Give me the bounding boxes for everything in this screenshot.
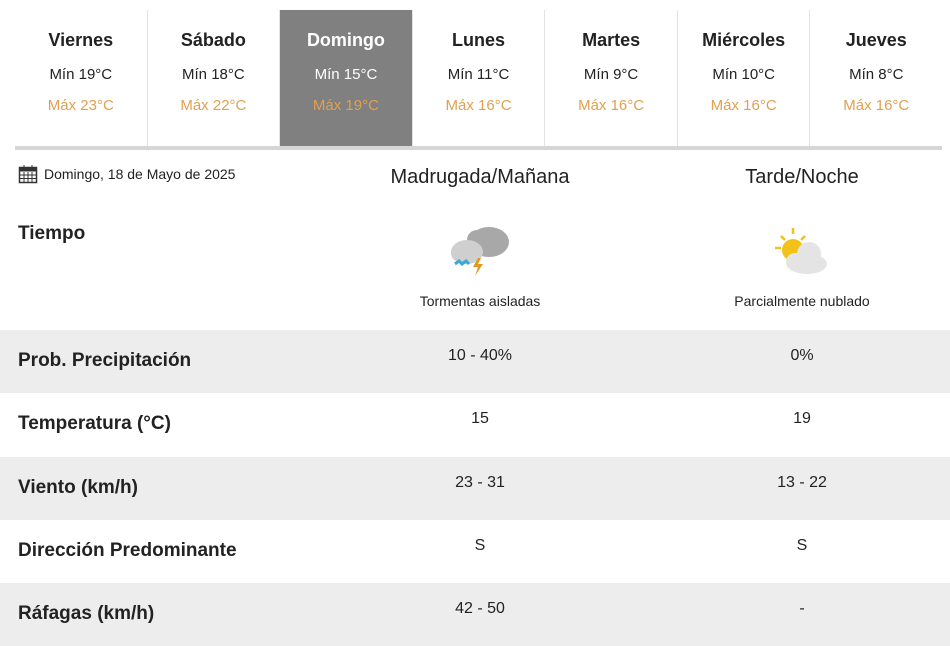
day-name: Jueves bbox=[845, 30, 907, 50]
day-tab-miercoles[interactable]: Miércoles Mín 10°C Máx 16°C bbox=[676, 10, 810, 146]
max-temp: Máx 22°C bbox=[180, 97, 247, 114]
row-label: Prob. Precipitación bbox=[18, 350, 192, 371]
value-morning: 42 - 50 bbox=[455, 600, 505, 617]
day-tab-viernes[interactable]: Viernes Mín 19°C Máx 23°C bbox=[15, 10, 147, 146]
partly-cloudy-icon bbox=[775, 228, 827, 274]
weather-morning: Tormentas aisladas bbox=[330, 222, 630, 309]
min-temp: Mín 8°C bbox=[849, 66, 904, 83]
weather-evening-text: Parcialmente nublado bbox=[734, 293, 870, 309]
value-evening: S bbox=[796, 537, 808, 554]
value-morning: 15 bbox=[471, 410, 489, 427]
max-temp: Máx 16°C bbox=[445, 97, 512, 114]
max-temp: Máx 16°C bbox=[710, 97, 777, 114]
row-temperature: Temperatura (°C) 15 19 bbox=[0, 393, 950, 456]
max-temp: Máx 23°C bbox=[47, 97, 114, 114]
value-evening: 0% bbox=[790, 347, 814, 364]
row-gusts: Ráfagas (km/h) 42 - 50 - bbox=[0, 583, 950, 646]
row-label: Dirección Predominante bbox=[18, 540, 237, 561]
day-tabs: Viernes Mín 19°C Máx 23°C Sábado Mín 18°C Má… bbox=[15, 10, 942, 150]
weather-morning-text: Tormentas aisladas bbox=[419, 293, 541, 309]
value-evening: 13 - 22 bbox=[777, 474, 827, 491]
column-header-morning: Madrugada/Mañana bbox=[390, 166, 570, 188]
value-morning: 23 - 31 bbox=[455, 474, 505, 491]
day-name: Lunes bbox=[452, 30, 506, 50]
value-evening: - bbox=[799, 600, 805, 617]
calendar-icon bbox=[18, 165, 38, 184]
day-tab-domingo[interactable]: Domingo Mín 15°C Máx 19°C bbox=[279, 10, 412, 146]
min-temp: Mín 10°C bbox=[712, 66, 776, 83]
value-evening: 19 bbox=[793, 410, 811, 427]
day-tab-lunes[interactable]: Lunes Mín 11°C Máx 16°C bbox=[411, 10, 545, 146]
day-name: Viernes bbox=[48, 30, 114, 50]
row-label: Ráfagas (km/h) bbox=[18, 603, 155, 624]
day-name: Domingo bbox=[306, 30, 385, 50]
selected-date: Domingo, 18 de Mayo de 2025 bbox=[18, 164, 235, 184]
min-temp: Mín 19°C bbox=[49, 66, 113, 83]
min-temp: Mín 18°C bbox=[182, 66, 245, 83]
min-temp: Mín 11°C bbox=[447, 66, 510, 83]
day-name: Sábado bbox=[180, 30, 246, 50]
weather-evening: Parcialmente nublado bbox=[652, 222, 950, 309]
row-label: Temperatura (°C) bbox=[18, 413, 171, 434]
day-tab-jueves[interactable]: Jueves Mín 8°C Máx 16°C bbox=[809, 10, 942, 146]
value-morning: 10 - 40% bbox=[447, 347, 513, 364]
day-name: Miércoles bbox=[702, 30, 786, 50]
row-precipitation: Prob. Precipitación 10 - 40% 0% bbox=[0, 330, 950, 393]
row-wind: Viento (km/h) 23 - 31 13 - 22 bbox=[0, 457, 950, 520]
thunderstorm-icon bbox=[451, 227, 509, 276]
max-temp: Máx 16°C bbox=[843, 97, 910, 114]
row-direction: Dirección Predominante S S bbox=[0, 520, 950, 583]
day-name: Martes bbox=[582, 30, 641, 50]
date-text: Domingo, 18 de Mayo de 2025 bbox=[44, 166, 236, 182]
weather-label: Tiempo bbox=[18, 223, 86, 244]
max-temp: Máx 16°C bbox=[578, 97, 645, 114]
day-tab-martes[interactable]: Martes Mín 9°C Máx 16°C bbox=[544, 10, 677, 146]
column-header-evening: Tarde/Noche bbox=[745, 166, 859, 188]
min-temp: Mín 9°C bbox=[583, 66, 639, 83]
max-temp: Máx 19°C bbox=[312, 97, 379, 114]
day-tab-sabado[interactable]: Sábado Mín 18°C Máx 22°C bbox=[146, 10, 280, 146]
min-temp: Mín 15°C bbox=[314, 66, 378, 83]
value-morning: S bbox=[474, 537, 486, 554]
row-label: Viento (km/h) bbox=[18, 477, 138, 498]
